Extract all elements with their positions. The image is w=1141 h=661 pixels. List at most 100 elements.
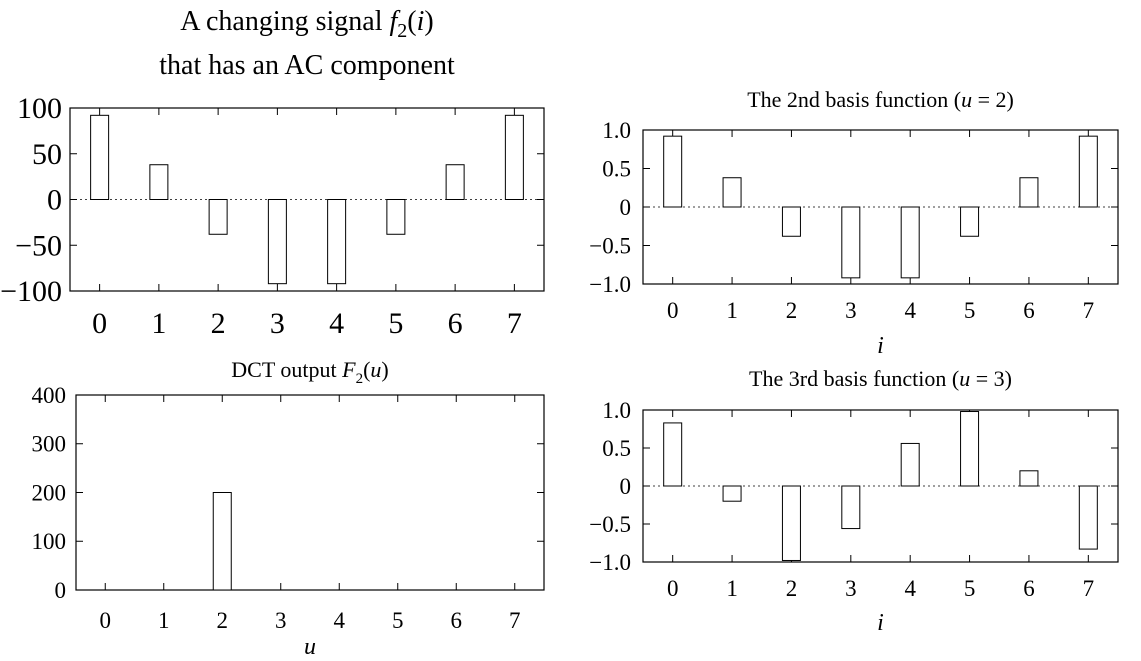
y-tick-label: 0 (620, 195, 632, 220)
bar-1 (149, 164, 169, 200)
chart-signal: A changing signal f2(i) that has an AC co… (0, 6, 545, 340)
x-tick-label: 3 (845, 298, 857, 323)
x-tick-label: 0 (100, 608, 112, 633)
y-tick-label: 1.0 (602, 398, 631, 423)
x-tick-label: 0 (667, 298, 679, 323)
title-segment: ( (363, 357, 370, 382)
x-tick-label: 7 (1083, 576, 1095, 601)
bar-0 (663, 135, 683, 208)
x-tick-label: 2 (217, 608, 229, 633)
x-axis-label: u (304, 634, 316, 660)
x-tick-label: 4 (904, 576, 916, 601)
y-tick-label: −1.0 (589, 550, 631, 575)
x-axis-label: i (877, 333, 884, 359)
bar-6 (445, 164, 465, 200)
y-tick-label: 0 (620, 474, 632, 499)
x-tick-label: 4 (904, 298, 916, 323)
y-tick-label: −0.5 (589, 233, 631, 258)
title-segment: i (417, 6, 425, 37)
x-tick-label: 2 (786, 576, 798, 601)
title-segment: u (370, 357, 381, 382)
title-segment: 2 (356, 371, 364, 387)
x-tick-label: 6 (1023, 576, 1035, 601)
title-segment: u (959, 366, 970, 391)
y-tick-label: −0.5 (589, 512, 631, 537)
chart-title-line-1: A changing signal f2(i) (180, 6, 433, 42)
chart-title-line-1: DCT output F2(u) (231, 357, 388, 387)
x-tick-label: 0 (667, 576, 679, 601)
bar-6 (1019, 177, 1039, 208)
y-tick-label: 100 (32, 529, 67, 554)
bar-0 (90, 114, 110, 200)
y-tick-label: 1.0 (602, 118, 631, 143)
y-tick-label: 200 (32, 480, 67, 505)
title-segment: DCT output (231, 357, 342, 382)
title-segment: that has an AC component (159, 50, 455, 81)
bar-5 (386, 199, 406, 235)
title-segment: The 3rd basis function ( (749, 366, 959, 391)
chart-basis3: The 3rd basis function (u = 3) 1.0 0.5 0 −0.… (589, 366, 1119, 636)
bar-7 (504, 114, 524, 200)
y-tick-label: 400 (32, 383, 67, 408)
bar-3 (841, 206, 861, 279)
y-tick-label: 300 (32, 432, 67, 457)
bar-5 (960, 411, 980, 487)
title-segment: = 3) (970, 366, 1012, 391)
x-tick-label: 5 (964, 298, 976, 323)
bar-7 (1078, 485, 1098, 550)
y-tick-label: 0.5 (602, 436, 631, 461)
x-tick-label: 5 (392, 608, 404, 633)
y-tick-label: −50 (15, 229, 62, 262)
x-tick-label: 0 (92, 307, 107, 340)
x-tick-label: 6 (451, 608, 463, 633)
x-tick-label: 7 (507, 307, 522, 340)
x-tick-label: 5 (964, 576, 976, 601)
title-segment: ) (424, 6, 433, 37)
x-tick-label: 7 (1083, 298, 1095, 323)
chart-title-line-1: The 2nd basis function (u = 2) (747, 87, 1014, 112)
chart-dct: DCT output F2(u) 400 300 200 100 0 0 1 2 3 4 5 6 7 u (32, 357, 545, 660)
x-tick-label: 6 (448, 307, 463, 340)
plot-frame (75, 394, 545, 591)
x-tick-label: 3 (270, 307, 285, 340)
bar-4 (327, 199, 347, 285)
bar-1 (722, 485, 742, 502)
x-tick-label: 7 (509, 608, 521, 633)
title-segment: The 2nd basis function ( (747, 87, 961, 112)
title-segment: = 2) (972, 87, 1014, 112)
bar-2 (208, 199, 228, 235)
bar-6 (1019, 470, 1039, 487)
title-segment: ( (407, 6, 416, 37)
chart-title-line-2: that has an AC component (159, 50, 455, 81)
x-tick-label: 3 (845, 576, 857, 601)
chart-title-line-1: The 3rd basis function (u = 3) (749, 366, 1012, 391)
title-segment: f (389, 6, 400, 37)
bar-3 (267, 199, 287, 285)
y-tick-label: −1.0 (589, 272, 631, 297)
x-axis-label: i (877, 610, 884, 636)
x-tick-label: 4 (334, 608, 346, 633)
x-tick-label: 1 (726, 576, 738, 601)
title-segment: A changing signal (180, 6, 389, 37)
y-tick-label: 100 (17, 92, 62, 125)
y-tick-label: −100 (0, 275, 62, 308)
x-tick-label: 6 (1023, 298, 1035, 323)
x-tick-label: 1 (158, 608, 170, 633)
x-tick-label: 1 (151, 307, 166, 340)
bar-4 (900, 206, 920, 279)
bar-5 (960, 206, 980, 237)
title-segment: u (961, 87, 972, 112)
x-tick-label: 3 (275, 608, 287, 633)
bar-2 (212, 492, 232, 591)
bar-1 (722, 177, 742, 208)
bar-3 (841, 485, 861, 530)
x-tick-label: 4 (329, 307, 344, 340)
title-segment: 2 (397, 20, 407, 42)
chart-basis2: The 2nd basis function (u = 2) 1.0 0.5 0 −0.… (589, 87, 1119, 359)
y-tick-label: 0 (55, 578, 67, 603)
x-tick-label: 2 (786, 298, 798, 323)
x-tick-label: 5 (388, 307, 403, 340)
bar-2 (781, 206, 801, 237)
y-tick-label: 0 (47, 184, 62, 217)
y-tick-label: 50 (32, 138, 62, 171)
